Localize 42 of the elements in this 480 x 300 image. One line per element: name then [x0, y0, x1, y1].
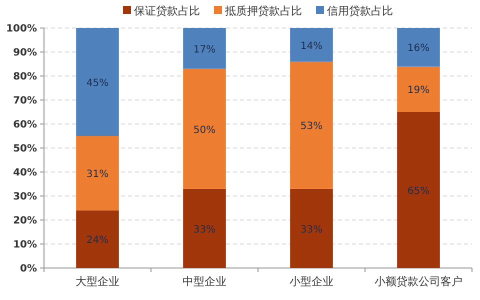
bar [183, 28, 226, 69]
y-tick-label: 70% [13, 96, 37, 106]
data-label: 24% [86, 235, 109, 246]
y-tick-label: 20% [13, 216, 37, 226]
bar [290, 28, 333, 62]
data-label: 65% [407, 186, 430, 197]
data-label: 17% [193, 44, 216, 56]
legend-label: 抵质押贷款占比 [224, 4, 302, 18]
bar [397, 112, 440, 268]
data-label: 33% [193, 224, 216, 236]
y-tick-label: 30% [13, 192, 37, 202]
bar [397, 66, 440, 112]
bar [76, 28, 119, 136]
y-tick-label: 80% [13, 72, 37, 82]
data-label: 14% [300, 40, 323, 52]
data-label: 19% [407, 85, 430, 96]
x-tick-label: 中型企业 [182, 275, 226, 288]
bar [183, 68, 226, 189]
data-label: 33% [300, 224, 323, 236]
bar [290, 188, 333, 268]
y-tick-label: 40% [13, 168, 37, 178]
data-label: 45% [86, 78, 109, 89]
x-tick-label: 小型企业 [290, 275, 334, 288]
y-tick-label: 60% [13, 120, 37, 130]
data-label: 50% [193, 124, 216, 136]
bar [76, 210, 119, 268]
y-tick-label: 50% [13, 144, 37, 154]
x-tick-label: 大型企业 [76, 275, 120, 288]
y-tick-label: 100% [6, 24, 37, 34]
y-tick-label: 0% [20, 264, 37, 274]
x-tick-label: 小额贷款公司客户 [374, 275, 462, 288]
legend-label: 保证贷款占比 [134, 4, 200, 18]
bar [76, 136, 119, 210]
bar [290, 62, 333, 189]
bar [397, 28, 440, 66]
data-label: 16% [407, 43, 430, 54]
data-label: 31% [86, 169, 109, 180]
legend-label: 信用贷款占比 [327, 4, 393, 18]
y-tick-label: 90% [13, 48, 37, 58]
data-label: 53% [300, 121, 323, 132]
y-tick-label: 10% [13, 240, 37, 250]
bar [183, 188, 226, 268]
